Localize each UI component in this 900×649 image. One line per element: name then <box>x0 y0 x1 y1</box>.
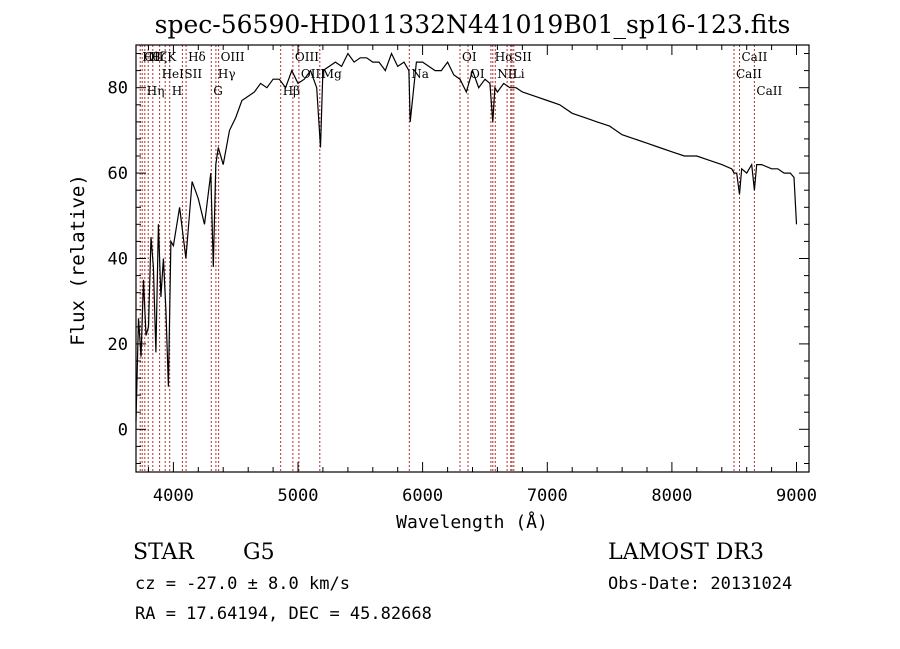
x-axis-ticks: 4000 5000 6000 7000 8000 9000 <box>148 45 817 506</box>
coordinates: RA = 17.64194, DEC = 45.82668 <box>135 604 432 624</box>
line-label-HeI: HeI <box>162 67 185 81</box>
spectrum-series-line <box>135 51 798 421</box>
obs-date: Obs-Date: 20131024 <box>608 574 793 594</box>
spectral-line-markers <box>139 45 755 472</box>
line-label-OI: OI <box>462 50 477 64</box>
y-tick-label: 60 <box>108 164 128 184</box>
line-label-G: G <box>213 84 223 98</box>
y-tick-label: 0 <box>118 420 128 440</box>
object-type: STAR <box>133 540 194 565</box>
line-label-Hβ: Hβ <box>283 84 300 98</box>
line-label-SII: SII <box>184 67 202 81</box>
chart-title: spec-56590-HD011332N441019B01_sp16-123.f… <box>154 10 791 39</box>
y-tick-label: 40 <box>108 250 128 270</box>
line-label-Hδ: Hδ <box>188 50 206 64</box>
y-axis-label: Flux (relative) <box>67 174 89 346</box>
line-label-OI: OI <box>470 67 485 81</box>
line-label-Hα: Hα <box>495 50 514 64</box>
x-tick-label: 9000 <box>776 486 817 506</box>
y-tick-label: 20 <box>108 335 128 355</box>
line-label-Li: Li <box>513 67 525 81</box>
line-label-Mg: Mg <box>322 67 342 81</box>
line-label-OIII: OIII <box>301 67 325 81</box>
line-label-OII: OII <box>144 50 164 64</box>
line-label-OIII: OIII <box>221 50 245 64</box>
x-tick-label: 5000 <box>278 486 319 506</box>
line-label-Hθ: Hθ <box>142 50 160 64</box>
line-label-OIII: OIII <box>295 50 319 64</box>
spectral-subclass: G5 <box>243 540 275 565</box>
line-label-Hζ: Hζ <box>150 50 167 64</box>
y-axis-ticks: 0 20 40 60 80 <box>108 53 809 464</box>
survey-name: LAMOST DR3 <box>608 540 764 565</box>
x-tick-label: 8000 <box>651 486 692 506</box>
x-tick-label: 4000 <box>153 486 194 506</box>
line-label-Hγ: Hγ <box>218 67 236 81</box>
line-label-Hη: Hη <box>147 84 165 98</box>
line-label-CaII: CaII <box>756 84 782 98</box>
x-axis-label: Wavelength (Å) <box>396 511 548 533</box>
line-label-CaII: CaII <box>742 50 768 64</box>
line-label-Na: Na <box>411 67 429 81</box>
x-tick-label: 6000 <box>402 486 443 506</box>
line-label-H: H <box>172 84 182 98</box>
y-tick-label: 80 <box>108 79 128 99</box>
plot-frame <box>135 44 810 473</box>
redshift-info: cz = -27.0 ± 8.0 km/s <box>135 574 350 594</box>
line-label-CaII: CaII <box>736 67 762 81</box>
line-label-NII: NII <box>497 67 517 81</box>
x-tick-label: 7000 <box>527 486 568 506</box>
line-label-K: K <box>167 50 177 64</box>
line-label-SII: SII <box>514 50 532 64</box>
